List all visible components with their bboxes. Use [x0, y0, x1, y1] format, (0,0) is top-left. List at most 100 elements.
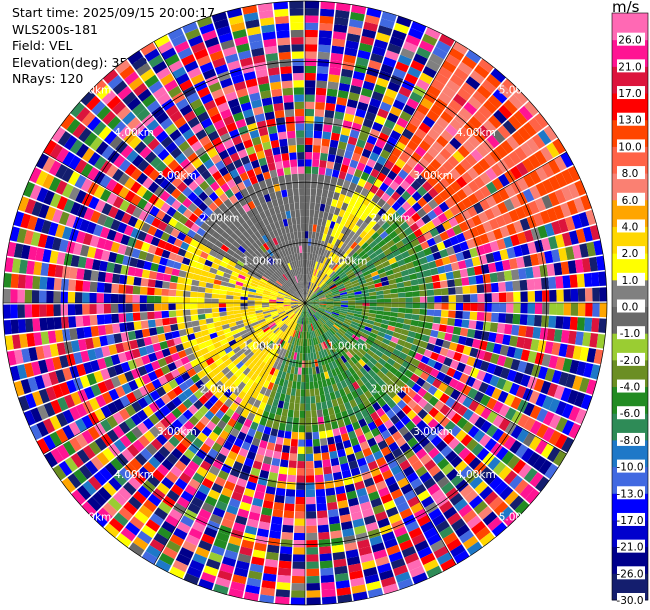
radar-gate [32, 275, 41, 290]
radar-gate [217, 102, 230, 113]
radar-gate [336, 281, 344, 287]
radar-gate [68, 421, 81, 437]
radar-gate [266, 319, 274, 325]
radar-gate [249, 244, 257, 253]
radar-gate [352, 591, 368, 602]
radar-gate [444, 185, 456, 197]
radar-gate [334, 478, 344, 488]
radar-gate [169, 508, 183, 521]
radar-gate [213, 207, 223, 217]
radar-gate [452, 351, 463, 362]
radar-gate [273, 316, 281, 321]
radar-gate [305, 44, 318, 52]
radar-gate [427, 85, 441, 98]
radar-gate [478, 434, 492, 447]
radar-gate [164, 79, 179, 92]
radar-gate [317, 358, 322, 367]
radar-gate [433, 411, 445, 423]
radar-gate [292, 284, 298, 292]
radar-gate [298, 432, 305, 440]
radar-gate [305, 8, 319, 16]
radar-gate [355, 299, 363, 303]
radar-gate [284, 109, 295, 118]
radar-gate [417, 234, 427, 244]
radar-gate [455, 303, 464, 311]
radar-gate [541, 237, 551, 251]
radar-gate [305, 303, 311, 309]
radar-gate [373, 162, 384, 172]
radar-gate [294, 511, 305, 519]
radar-gate [240, 425, 250, 435]
radar-gate [406, 97, 419, 110]
radar-gate [443, 357, 453, 367]
radar-gate [385, 186, 395, 197]
radar-gate [221, 487, 233, 498]
radar-gate [314, 123, 323, 132]
radar-gate [265, 52, 279, 62]
radar-gate [137, 365, 148, 377]
radar-gate [132, 439, 145, 453]
radar-gate [271, 254, 278, 263]
radar-gate [155, 161, 167, 174]
radar-gate [324, 332, 331, 340]
radar-gate [307, 309, 312, 317]
radar-gate [496, 271, 506, 282]
radar-gate [490, 282, 499, 293]
radar-gate [61, 183, 74, 198]
radar-gate [314, 286, 321, 293]
radar-gate [465, 153, 478, 167]
radar-gate [134, 239, 144, 250]
radar-gate [75, 433, 88, 448]
radar-gate [309, 282, 313, 290]
radar-gate [318, 44, 331, 53]
radar-gate [310, 292, 316, 299]
radar-gate [395, 436, 407, 448]
radar-gate [248, 511, 261, 522]
radar-gate [441, 295, 449, 303]
radar-gate [284, 430, 292, 439]
radar-gate [240, 296, 248, 300]
radar-gate [526, 138, 540, 153]
radar-gate [128, 542, 145, 557]
radar-gate [264, 403, 272, 413]
radar-gate [247, 294, 256, 298]
radar-gate [62, 440, 76, 456]
radar-gate [366, 190, 375, 201]
radar-gate [228, 14, 244, 26]
radar-gate [305, 303, 312, 306]
radar-gate [551, 370, 562, 384]
radar-gate [448, 216, 459, 228]
radar-gate [221, 556, 237, 567]
radar-gate [440, 445, 453, 458]
radar-gate [321, 334, 327, 342]
radar-gate [305, 87, 316, 95]
radar-gate [264, 260, 272, 268]
radar-gate [220, 244, 230, 253]
radar-gate [316, 290, 324, 296]
radar-gate [385, 252, 395, 261]
radar-gate [353, 254, 361, 263]
radar-gate [411, 460, 424, 472]
radar-gate [374, 115, 386, 126]
radar-gate [305, 396, 311, 404]
radar-gate [203, 206, 213, 217]
radar-gate [290, 351, 295, 360]
radar-gate [254, 367, 262, 376]
radar-gate [139, 295, 147, 303]
radar-gate [329, 450, 338, 460]
radar-gate [288, 320, 294, 328]
radar-gate [166, 339, 176, 348]
radar-gate [139, 286, 148, 295]
radar-gate [438, 273, 447, 281]
radar-gate [338, 388, 346, 397]
radar-gate [359, 221, 368, 231]
radar-gate [211, 298, 219, 303]
radar-gate [297, 252, 301, 261]
radar-gate [113, 154, 126, 168]
radar-gate [314, 388, 320, 396]
radar-gate [167, 85, 182, 98]
radar-gate [407, 349, 417, 358]
radar-gate [213, 18, 230, 30]
radar-gate [228, 535, 242, 547]
radar-gate [337, 240, 344, 249]
